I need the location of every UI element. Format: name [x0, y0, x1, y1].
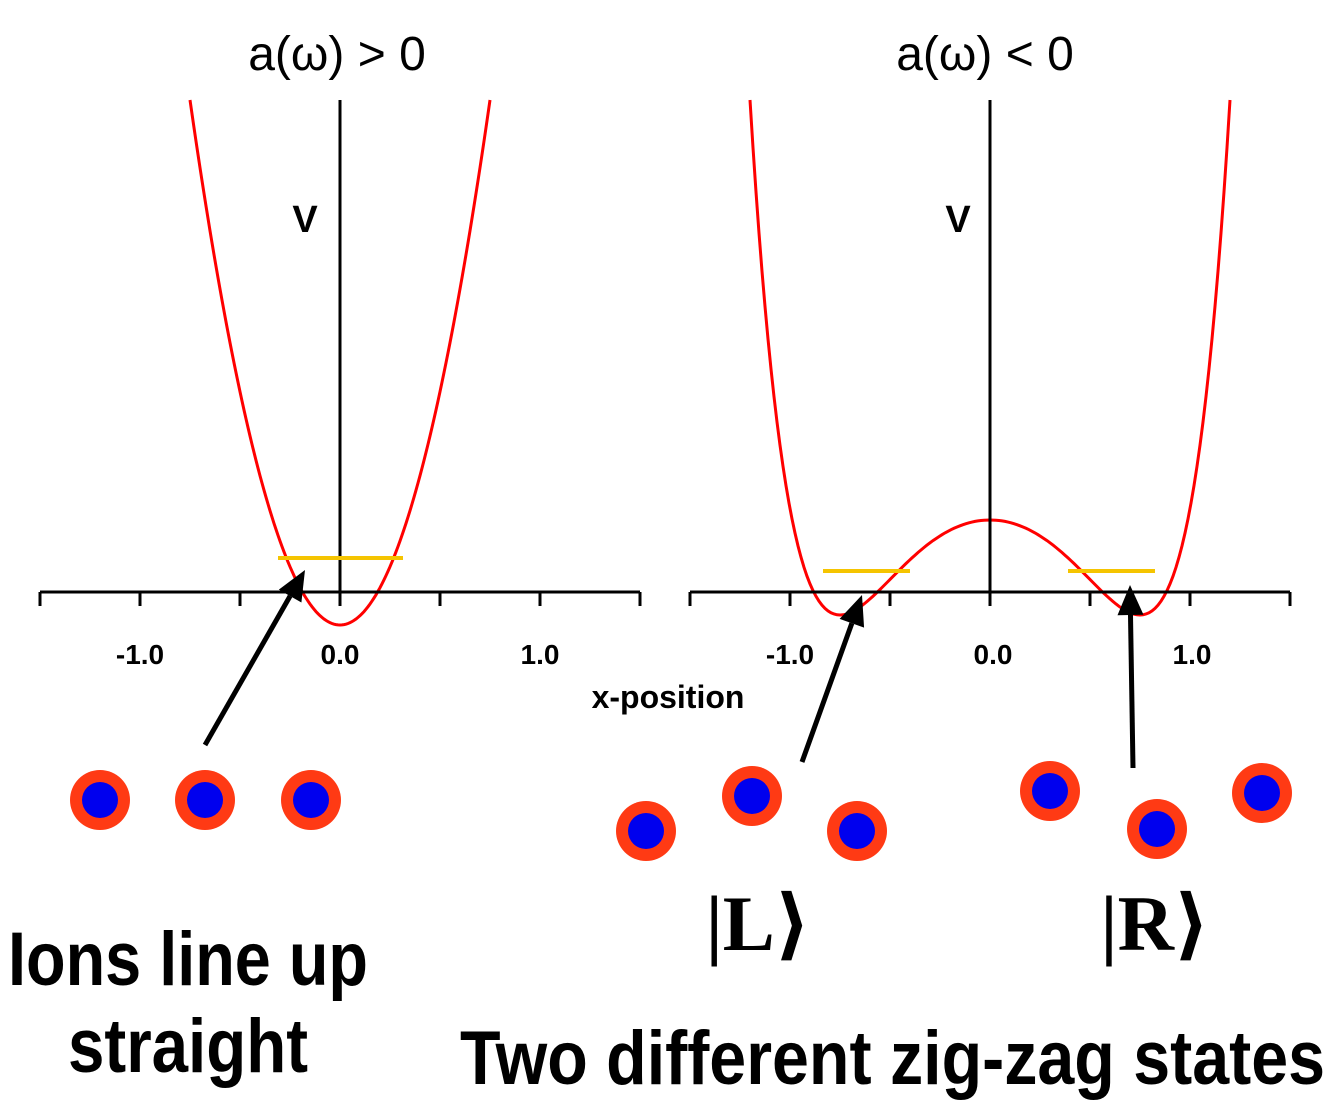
tick-label: 1.0 — [521, 639, 560, 670]
panel-title: a(ω) < 0 — [896, 28, 1074, 81]
tick-label: -1.0 — [116, 639, 164, 670]
ion-core — [1139, 811, 1175, 847]
ion-core — [1032, 773, 1068, 809]
panel-title: a(ω) > 0 — [248, 28, 426, 81]
arrow-head — [1117, 585, 1144, 616]
ion-core — [293, 782, 329, 818]
tick-label: 0.0 — [974, 639, 1013, 670]
x-label: x-position — [592, 679, 745, 715]
state-label: |R⟩ — [1100, 880, 1209, 967]
arrow — [202, 594, 293, 747]
caption: Ions line up — [8, 917, 368, 1002]
ion-core — [734, 778, 770, 814]
potential-curve — [188, 99, 492, 627]
arrow-head — [278, 570, 305, 603]
y-label: V — [945, 199, 971, 241]
tick-label: 1.0 — [1173, 639, 1212, 670]
ion-core — [1244, 775, 1280, 811]
arrow — [1127, 614, 1136, 769]
ion-core — [187, 782, 223, 818]
ion-core — [839, 813, 875, 849]
state-label: |L⟩ — [706, 880, 811, 967]
arrow-head — [839, 595, 865, 628]
tick-label: -1.0 — [766, 639, 814, 670]
ion-core — [628, 813, 664, 849]
caption: straight — [68, 1004, 308, 1089]
y-label: V — [292, 199, 318, 241]
caption: Two different zig-zag states — [460, 1016, 1325, 1101]
arrow — [799, 622, 855, 763]
ion-core — [82, 782, 118, 818]
tick-label: 0.0 — [321, 639, 360, 670]
